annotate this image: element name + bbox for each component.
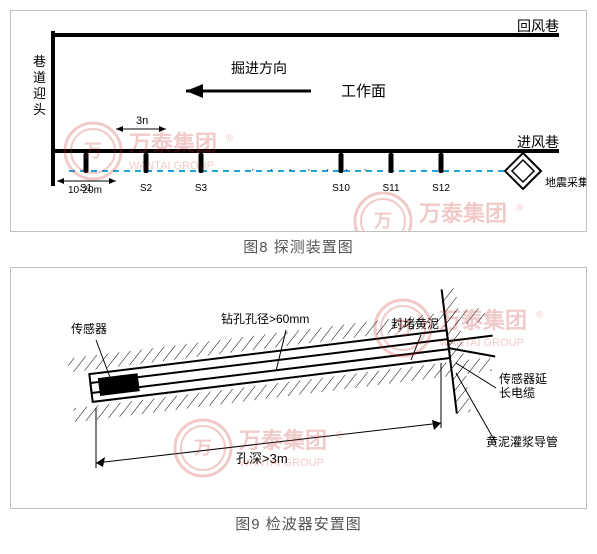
sensor-marker — [199, 153, 204, 173]
mud-seal-label: 封堵黄泥 — [391, 317, 439, 331]
depth-dim-arr-r — [432, 420, 441, 430]
sensor-marker — [144, 153, 149, 173]
work-face-label: 工作面 — [341, 83, 386, 100]
return-airway-label: 回风巷 — [517, 18, 559, 34]
sensor-label: S3 — [195, 183, 208, 194]
intake-airway-label: 进风巷 — [517, 134, 559, 150]
figure-8-svg: 回风巷 进风巷 巷道 迎头 掘进方向 工作面 3n S1S2S3S10S11S1… — [11, 11, 586, 231]
depth-dim-arr-l — [96, 457, 105, 467]
span-arr-l — [57, 178, 64, 184]
figure-9-panel: 传感器 钻孔孔径>60mm 封堵黄泥 传感器延长电缆 黄泥灌浆导管 孔深>3m … — [10, 267, 587, 509]
substation-label: 地震采集分站 — [545, 175, 586, 189]
advance-direction-arrowhead — [186, 84, 203, 98]
dim-3n-arr-r — [159, 126, 166, 132]
sensor-label: S12 — [432, 183, 450, 194]
sensor-marker — [84, 153, 89, 173]
sensor-label: S2 — [140, 183, 153, 194]
dim-3n-arr-l — [116, 126, 123, 132]
ext-cable-label: 传感器延长电缆 — [499, 371, 547, 400]
sensor-marker — [389, 153, 394, 173]
depth-label: 孔深>3m — [236, 451, 288, 466]
grout-pipe-label: 黄泥灌浆导管 — [486, 434, 558, 449]
figure-8-caption: 图8 探测装置图 — [10, 236, 587, 257]
seismic-substation-icon — [505, 153, 541, 189]
sensor-label: S10 — [332, 183, 350, 194]
figure-9-svg: 传感器 钻孔孔径>60mm 封堵黄泥 传感器延长电缆 黄泥灌浆导管 孔深>3m — [11, 268, 586, 508]
span-arr-r — [109, 178, 116, 184]
sensor-ellipsis: · · · · · · · — [251, 164, 373, 176]
sensor-marker — [439, 153, 444, 173]
sensor-label: 传感器 — [71, 321, 107, 336]
roadway-head-label: 巷道 迎头 — [33, 54, 50, 117]
span-label: 10-20m — [68, 185, 102, 196]
advance-direction-label: 掘进方向 — [231, 60, 287, 76]
sensor-label: S11 — [382, 183, 399, 194]
dim-3n-label: 3n — [136, 115, 148, 127]
figure-9-caption: 图9 检波器安置图 — [10, 513, 587, 534]
figure-8-panel: 回风巷 进风巷 巷道 迎头 掘进方向 工作面 3n S1S2S3S10S11S1… — [10, 10, 587, 232]
borehole-dia-label: 钻孔孔径>60mm — [221, 311, 309, 326]
